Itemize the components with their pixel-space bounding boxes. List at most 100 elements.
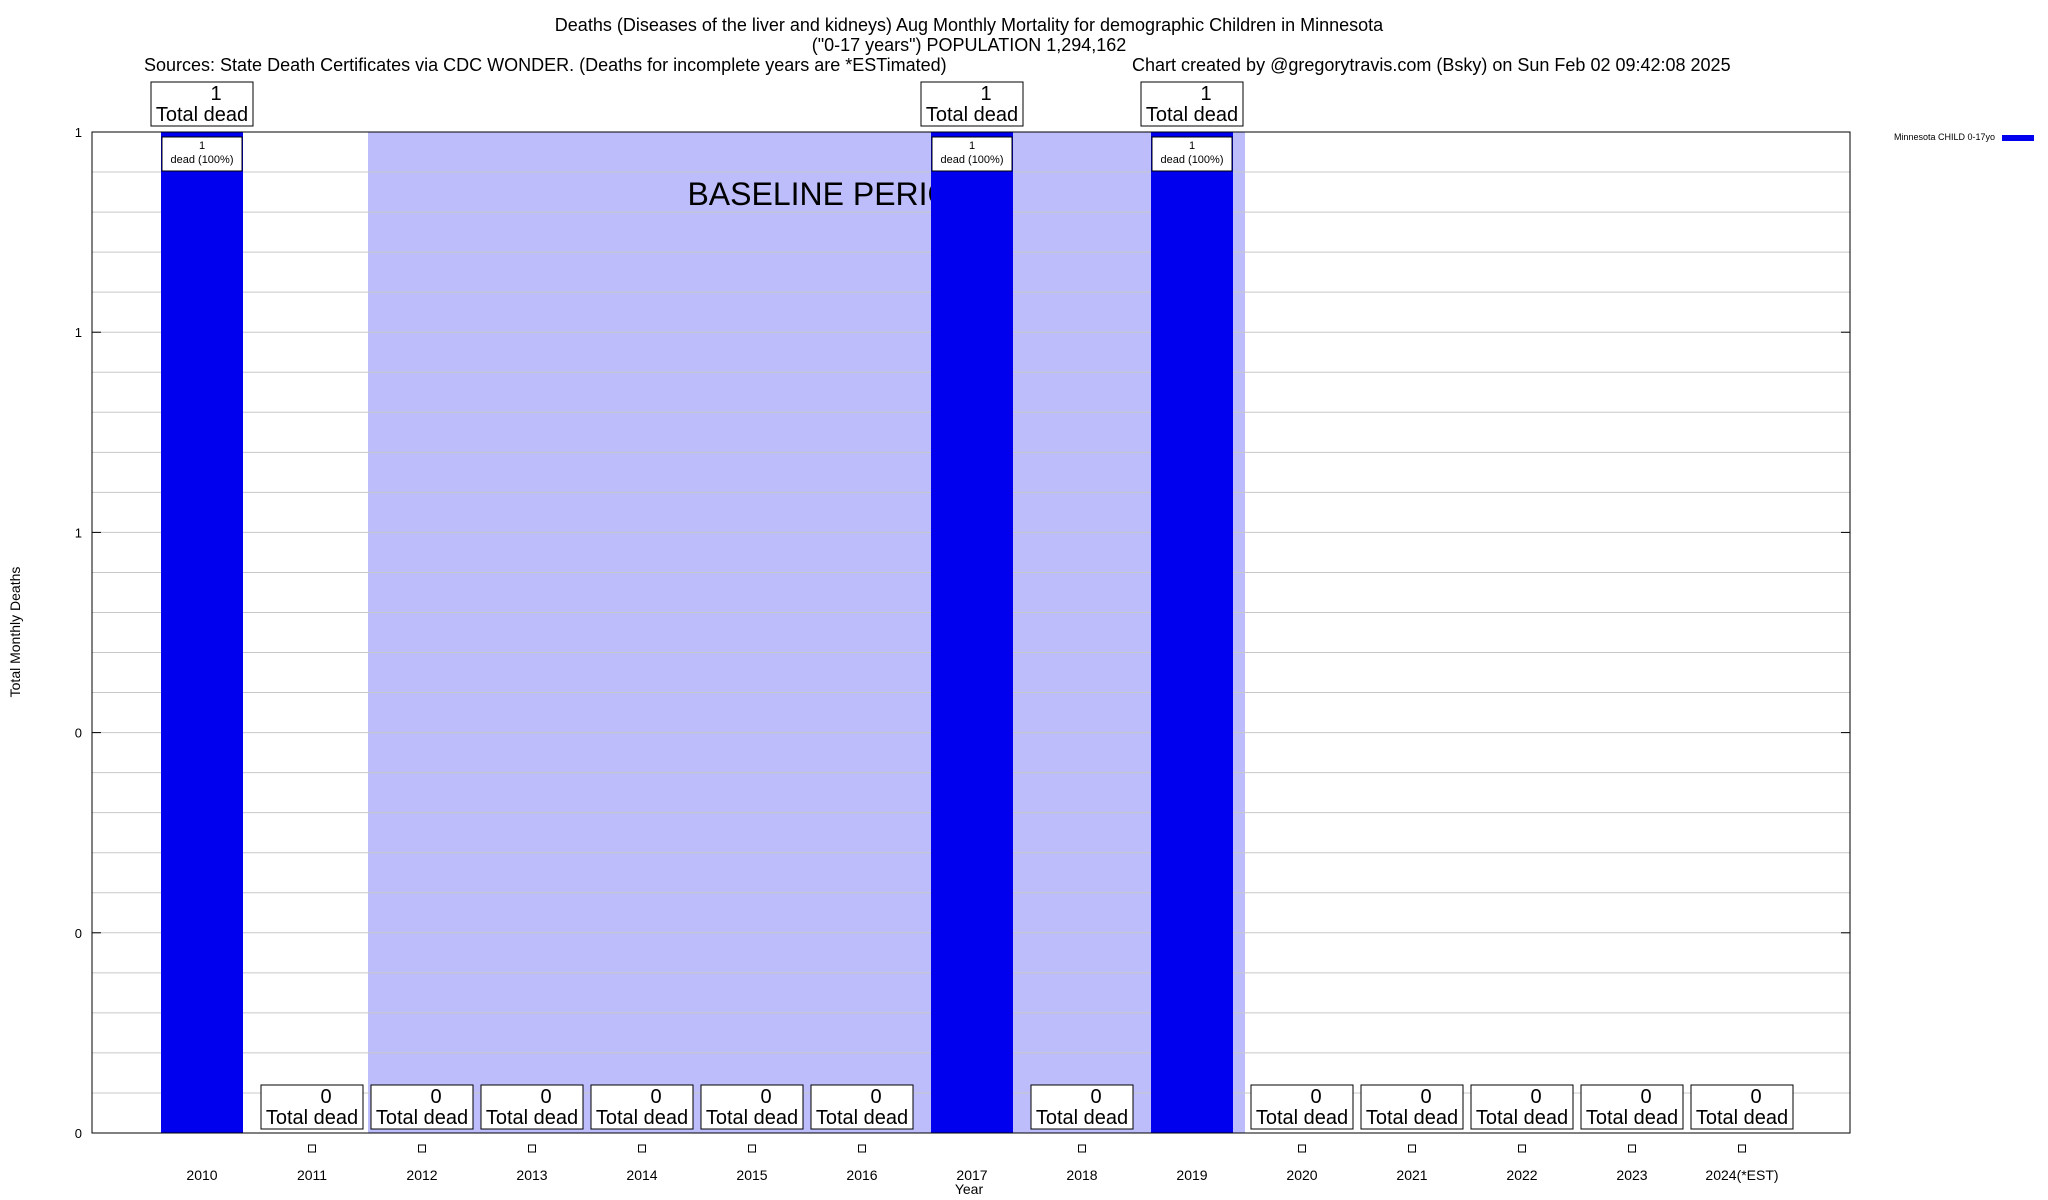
x-axis-label: Year — [955, 1181, 984, 1197]
zero-marker — [1518, 1144, 1526, 1153]
x-tick-label: 2011 — [297, 1167, 327, 1183]
total-count: 0 — [870, 1086, 881, 1108]
x-tick-label: 2015 — [736, 1167, 767, 1183]
legend: Minnesota CHILD 0-17yo — [1894, 132, 2034, 142]
inner-label-box — [1151, 136, 1233, 172]
total-box-2012 — [370, 1084, 474, 1130]
plot-frame — [91, 131, 1851, 1134]
total-label: Total dead — [706, 1107, 798, 1129]
total-box-2020 — [1250, 1084, 1354, 1130]
total-box-2014 — [590, 1084, 694, 1130]
total-box-2016 — [810, 1084, 914, 1130]
zero-marker — [1738, 1144, 1746, 1153]
total-box-2022 — [1470, 1084, 1574, 1130]
zero-marker — [748, 1144, 756, 1153]
inner-label-count: 1 — [199, 140, 205, 152]
total-label: Total dead — [1586, 1107, 1678, 1129]
total-count: 1 — [210, 83, 221, 105]
total-label: Total dead — [1036, 1107, 1128, 1129]
inner-label-box — [931, 136, 1013, 172]
legend-label: Minnesota CHILD 0-17yo — [1894, 132, 1995, 142]
y-tick-label: 1 — [75, 325, 82, 340]
y-tick-label: 1 — [75, 125, 82, 140]
x-tick-label: 2013 — [516, 1167, 547, 1183]
total-count: 0 — [1310, 1086, 1321, 1108]
y-tick-label: 0 — [75, 926, 82, 941]
y-tick-label: 0 — [75, 1126, 82, 1141]
total-box-2013 — [480, 1084, 584, 1130]
zero-marker — [638, 1144, 646, 1153]
x-tick-label: 2024(*EST) — [1705, 1167, 1778, 1183]
total-count: 0 — [1530, 1086, 1541, 1108]
inner-label-text: dead (100%) — [941, 154, 1004, 166]
legend-swatch — [2002, 135, 2034, 141]
x-tick-label: 2020 — [1286, 1167, 1317, 1183]
zero-marker — [858, 1144, 866, 1153]
total-count: 0 — [540, 1086, 551, 1108]
chart-credit: Chart created by @gregorytravis.com (Bsk… — [1132, 55, 1731, 75]
zero-marker — [1408, 1144, 1416, 1153]
x-tick-label: 2022 — [1506, 1167, 1537, 1183]
total-count: 0 — [1420, 1086, 1431, 1108]
total-box-2017 — [920, 81, 1024, 127]
x-tick-label: 2010 — [186, 1167, 217, 1183]
total-box-2018 — [1030, 1084, 1134, 1130]
total-label: Total dead — [1476, 1107, 1568, 1129]
chart-subtitle: ("0-17 years") POPULATION 1,294,162 — [812, 35, 1127, 55]
zero-marker — [1628, 1144, 1636, 1153]
total-count: 1 — [980, 83, 991, 105]
y-tick-label: 1 — [75, 525, 82, 540]
total-box-2021 — [1360, 1084, 1464, 1130]
total-label: Total dead — [266, 1107, 358, 1129]
inner-label-text: dead (100%) — [1161, 154, 1224, 166]
x-tick-label: 2021 — [1396, 1167, 1427, 1183]
total-count: 0 — [760, 1086, 771, 1108]
inner-label-text: dead (100%) — [171, 154, 234, 166]
inner-label-box — [161, 136, 243, 172]
inner-label-count: 1 — [969, 140, 975, 152]
y-axis-label: Total Monthly Deaths — [7, 567, 23, 698]
total-label: Total dead — [156, 104, 248, 126]
x-tick-label: 2014 — [626, 1167, 657, 1183]
bar-2017 — [931, 132, 1013, 1133]
total-label: Total dead — [1146, 104, 1238, 126]
x-tick-label: 2012 — [406, 1167, 437, 1183]
total-box-2015 — [700, 1084, 804, 1130]
total-label: Total dead — [596, 1107, 688, 1129]
bar-2010 — [161, 132, 243, 1133]
zero-marker — [308, 1144, 316, 1153]
x-tick-label: 2019 — [1176, 1167, 1207, 1183]
baseline-period-band — [368, 132, 1245, 1133]
inner-label-count: 1 — [1189, 140, 1195, 152]
zero-marker — [1298, 1144, 1306, 1153]
total-label: Total dead — [376, 1107, 468, 1129]
chart-sources: Sources: State Death Certificates via CD… — [144, 55, 947, 75]
total-count: 0 — [1090, 1086, 1101, 1108]
zero-marker — [418, 1144, 426, 1153]
x-tick-label: 2023 — [1616, 1167, 1647, 1183]
x-tick-label: 2018 — [1066, 1167, 1097, 1183]
total-count: 1 — [1200, 83, 1211, 105]
total-label: Total dead — [1366, 1107, 1458, 1129]
baseline-period-label: BASELINE PERIOD — [687, 176, 975, 212]
total-count: 0 — [650, 1086, 661, 1108]
total-box-2019 — [1140, 81, 1244, 127]
total-label: Total dead — [1256, 1107, 1348, 1129]
total-box-2023 — [1580, 1084, 1684, 1130]
total-box-2010 — [150, 81, 254, 127]
chart-title: Deaths (Diseases of the liver and kidney… — [555, 15, 1384, 35]
total-count: 0 — [1750, 1086, 1761, 1108]
total-count: 0 — [320, 1086, 331, 1108]
total-count: 0 — [1640, 1086, 1651, 1108]
zero-marker — [528, 1144, 536, 1153]
total-box-2011 — [260, 1084, 364, 1130]
y-tick-label: 0 — [75, 726, 82, 741]
total-label: Total dead — [816, 1107, 908, 1129]
bar-2019 — [1151, 132, 1233, 1133]
total-label: Total dead — [926, 104, 1018, 126]
x-tick-label: 2017 — [956, 1167, 987, 1183]
total-label: Total dead — [486, 1107, 578, 1129]
zero-marker — [1078, 1144, 1086, 1153]
total-count: 0 — [430, 1086, 441, 1108]
